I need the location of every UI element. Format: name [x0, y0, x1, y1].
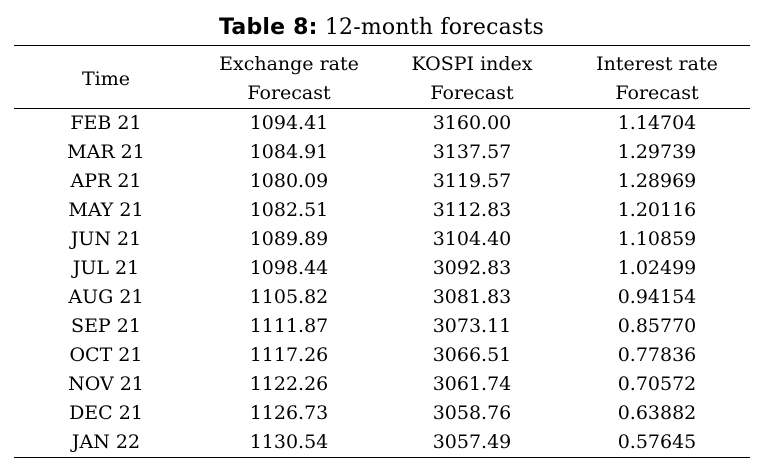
cell-exchange-rate: 1080.09 — [249, 170, 329, 192]
cell-interest-rate: 1.02499 — [617, 257, 697, 279]
header-kospi-index: KOSPI index Forecast — [380, 46, 564, 109]
forecast-table: Time Exchange rate Forecast KOSPI index … — [14, 45, 750, 458]
cell-kospi-index: 3066.51 — [432, 344, 512, 366]
cell-exchange-rate: 1130.54 — [249, 431, 329, 453]
cell-kospi-index: 3073.11 — [432, 315, 512, 337]
cell-exchange-rate: 1105.82 — [249, 286, 329, 308]
cell-interest-rate: 1.14704 — [617, 112, 697, 134]
cell-kospi-index: 3160.00 — [432, 112, 512, 134]
header-time: Time — [14, 46, 198, 109]
cell-time: AUG 21 — [68, 286, 144, 308]
cell-time: OCT 21 — [69, 344, 143, 366]
cell-exchange-rate: 1122.26 — [249, 373, 329, 395]
cell-interest-rate: 0.94154 — [617, 286, 697, 308]
cell-interest-rate: 0.70572 — [617, 373, 697, 395]
cell-kospi-index: 3058.76 — [432, 402, 512, 424]
header-row: Time Exchange rate Forecast KOSPI index … — [14, 45, 750, 109]
cell-interest-rate: 1.20116 — [617, 199, 697, 221]
table-row: FEB 21 1094.41 3160.00 1.14704 — [14, 109, 750, 139]
cell-time: MAR 21 — [67, 141, 145, 163]
cell-time: NOV 21 — [68, 373, 144, 395]
cell-interest-rate: 1.29739 — [617, 141, 697, 163]
table-body: FEB 21 1094.41 3160.00 1.14704 MAR 21 1084.91… — [14, 109, 750, 458]
table-row: APR 21 1080.09 3119.57 1.28969 — [14, 167, 750, 196]
header-interest-rate-line1: Interest rate — [596, 53, 718, 75]
table-caption: Table 8: 12-month forecasts — [0, 14, 763, 42]
header-exchange-rate: Exchange rate Forecast — [198, 46, 380, 109]
header-exchange-rate-line1: Exchange rate — [219, 53, 359, 75]
cell-exchange-rate: 1084.91 — [249, 141, 329, 163]
table-row: JUN 21 1089.89 3104.40 1.10859 — [14, 225, 750, 254]
cell-exchange-rate: 1117.26 — [249, 344, 329, 366]
cell-kospi-index: 3081.83 — [432, 286, 512, 308]
cell-time: JUN 21 — [70, 228, 142, 250]
table-row: SEP 21 1111.87 3073.11 0.85770 — [14, 312, 750, 341]
table-header: Time Exchange rate Forecast KOSPI index … — [14, 45, 750, 109]
header-kospi-index-line2: Forecast — [430, 82, 514, 104]
table-row: JAN 22 1130.54 3057.49 0.57645 — [14, 428, 750, 458]
table-row: NOV 21 1122.26 3061.74 0.70572 — [14, 370, 750, 399]
cell-kospi-index: 3057.49 — [432, 431, 512, 453]
header-kospi-index-line1: KOSPI index — [411, 53, 533, 75]
header-time-label: Time — [81, 67, 130, 90]
cell-interest-rate: 0.85770 — [617, 315, 697, 337]
cell-interest-rate: 1.28969 — [617, 170, 697, 192]
table-caption-label: Table 8: — [219, 15, 318, 40]
cell-interest-rate: 1.10859 — [617, 228, 697, 250]
cell-interest-rate: 0.77836 — [617, 344, 697, 366]
cell-time: JAN 22 — [71, 431, 141, 453]
cell-interest-rate: 0.57645 — [617, 431, 697, 453]
table-row: OCT 21 1117.26 3066.51 0.77836 — [14, 341, 750, 370]
header-interest-rate: Interest rate Forecast — [564, 46, 750, 109]
cell-kospi-index: 3137.57 — [432, 141, 512, 163]
table-row: MAY 21 1082.51 3112.83 1.20116 — [14, 196, 750, 225]
header-exchange-rate-line2: Forecast — [247, 82, 331, 104]
cell-kospi-index: 3119.57 — [432, 170, 512, 192]
cell-kospi-index: 3112.83 — [432, 199, 512, 221]
cell-time: JUL 21 — [72, 257, 140, 279]
cell-kospi-index: 3061.74 — [432, 373, 512, 395]
cell-exchange-rate: 1111.87 — [249, 315, 329, 337]
cell-exchange-rate: 1089.89 — [249, 228, 329, 250]
cell-exchange-rate: 1094.41 — [249, 112, 329, 134]
cell-time: FEB 21 — [70, 112, 142, 134]
cell-time: SEP 21 — [71, 315, 141, 337]
cell-exchange-rate: 1082.51 — [249, 199, 329, 221]
header-interest-rate-line2: Forecast — [615, 82, 699, 104]
cell-time: APR 21 — [70, 170, 142, 192]
table-row: DEC 21 1126.73 3058.76 0.63882 — [14, 399, 750, 428]
table-caption-title: 12-month forecasts — [324, 15, 544, 40]
table-row: JUL 21 1098.44 3092.83 1.02499 — [14, 254, 750, 283]
cell-time: DEC 21 — [69, 402, 143, 424]
table-row: MAR 21 1084.91 3137.57 1.29739 — [14, 138, 750, 167]
cell-exchange-rate: 1098.44 — [249, 257, 329, 279]
cell-kospi-index: 3092.83 — [432, 257, 512, 279]
cell-interest-rate: 0.63882 — [617, 402, 697, 424]
cell-time: MAY 21 — [68, 199, 144, 221]
cell-kospi-index: 3104.40 — [432, 228, 512, 250]
cell-exchange-rate: 1126.73 — [249, 402, 329, 424]
table-row: AUG 21 1105.82 3081.83 0.94154 — [14, 283, 750, 312]
